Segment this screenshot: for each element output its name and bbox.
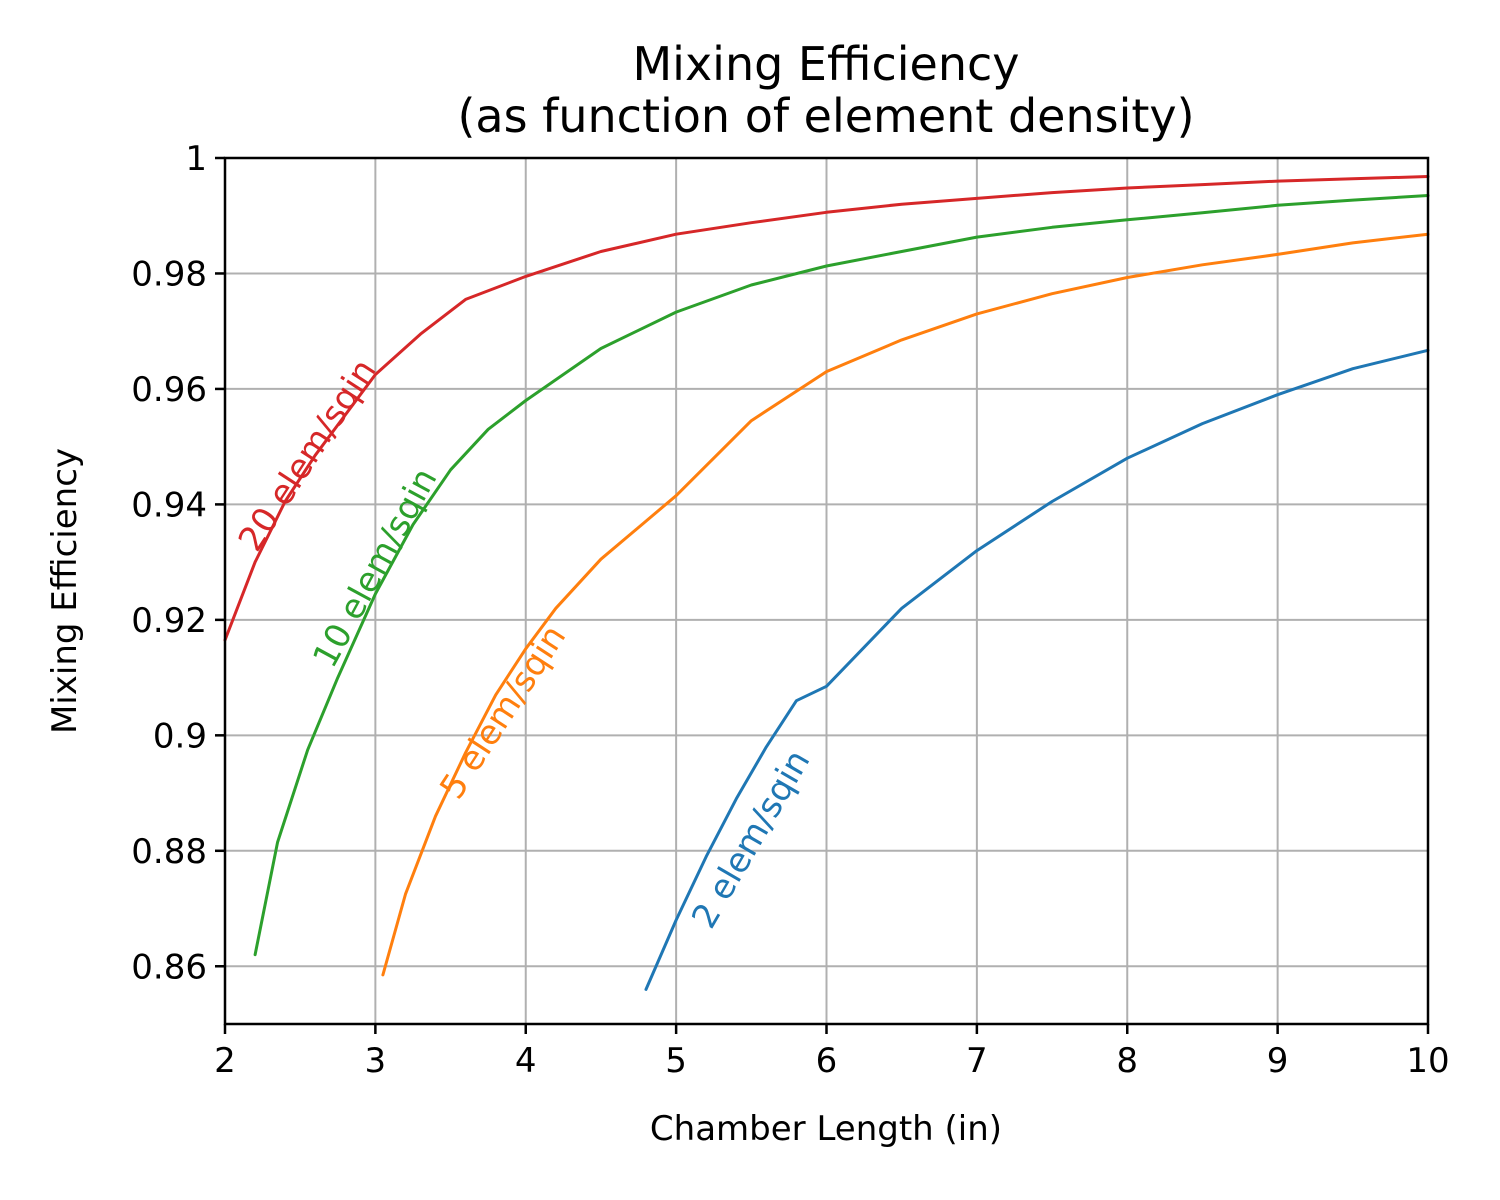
y-tick-label: 0.88 [131,832,207,872]
chart-subtitle: (as function of element density) [457,89,1194,143]
series-line-20-elem [223,175,1430,642]
x-tick-label: 2 [214,1041,236,1081]
x-tick-label: 3 [365,1041,387,1081]
y-tick-label: 0.86 [131,947,207,987]
y-tick-label: 1 [185,139,207,179]
chart-title: Mixing Efficiency [632,37,1019,91]
y-tick-label: 0.94 [131,485,207,525]
x-axis-label: Chamber Length (in) [650,1109,1002,1149]
series-line-10-elem [253,194,1430,957]
y-tick-label: 0.9 [153,716,207,756]
series-line-2-elem [644,348,1430,991]
x-tick-label: 4 [515,1041,537,1081]
y-tick-label: 0.92 [131,601,207,641]
x-tick-label: 10 [1406,1041,1449,1081]
axis-ticks: 2 3 4 5 6 7 8 9 10 0.86 0.88 0.9 0.92 0.94 0.96 0.98 1 [131,139,1449,1081]
y-tick-label: 0.98 [131,254,207,294]
x-tick-label: 8 [1116,1041,1138,1081]
x-tick-label: 7 [966,1041,988,1081]
x-tick-label: 6 [816,1041,838,1081]
y-axis-label: Mixing Efficiency [45,448,85,734]
x-tick-label: 9 [1267,1041,1289,1081]
x-tick-label: 5 [665,1041,687,1081]
y-tick-label: 0.96 [131,370,207,410]
plot-frame [223,156,1430,1026]
series-line-5-elem [381,232,1430,977]
